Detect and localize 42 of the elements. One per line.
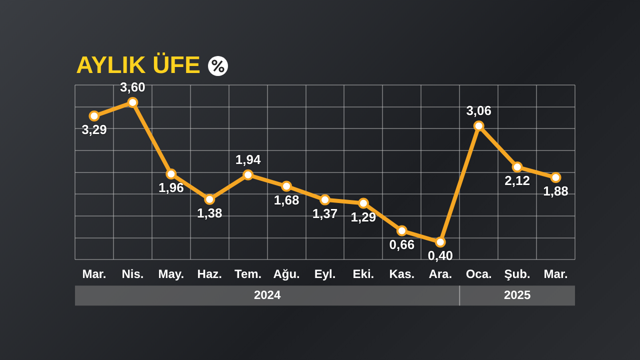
point bbox=[512, 162, 523, 173]
x-tick-label: Ara. bbox=[428, 267, 452, 282]
text: 2025 bbox=[504, 288, 531, 302]
data-label: 0,40 bbox=[428, 248, 454, 264]
point bbox=[434, 236, 446, 248]
data-label: 3,06 bbox=[466, 103, 492, 118]
x-tick-label: Şub. bbox=[504, 267, 530, 282]
data-label: 2,12 bbox=[504, 173, 530, 188]
x-tick-label: Kas. bbox=[389, 267, 415, 282]
point bbox=[358, 198, 369, 209]
data-label: 0,66 bbox=[389, 236, 415, 252]
x-tick-label: Ağu. bbox=[273, 267, 300, 282]
x-tick-label: Oca. bbox=[466, 267, 492, 282]
data-label: 3,60 bbox=[120, 80, 146, 95]
point bbox=[281, 180, 292, 192]
point bbox=[88, 110, 100, 122]
chart-title: AYLIK ÜFE bbox=[76, 52, 200, 80]
point bbox=[166, 168, 177, 180]
data-label: 1,37 bbox=[312, 206, 338, 221]
point bbox=[473, 120, 484, 132]
x-tick-label: Haz. bbox=[197, 267, 222, 282]
x-tick-label: Mar. bbox=[544, 267, 568, 282]
point bbox=[242, 169, 254, 180]
x-tick-label: Nis. bbox=[122, 267, 144, 282]
x-tick-label: May. bbox=[158, 267, 184, 282]
data-label: 1,88 bbox=[543, 184, 568, 199]
point bbox=[396, 225, 408, 236]
x-tick-label: Tem. bbox=[234, 267, 262, 282]
data-label: 3,29 bbox=[82, 122, 107, 138]
x-tick-label: Eki. bbox=[352, 267, 374, 282]
x-tick-label: Mar. bbox=[82, 267, 106, 282]
data-label: 1,29 bbox=[350, 209, 376, 224]
point bbox=[320, 194, 330, 206]
text: 2024 bbox=[254, 288, 281, 302]
point bbox=[204, 194, 216, 205]
data-label: 1,38 bbox=[196, 205, 222, 220]
point bbox=[550, 172, 562, 184]
point bbox=[127, 96, 138, 108]
x-tick-label: Eyl. bbox=[314, 267, 336, 282]
data-label: 1,96 bbox=[158, 180, 184, 196]
data-label: 1,68 bbox=[274, 192, 300, 208]
data-label: 1,94 bbox=[235, 152, 262, 167]
